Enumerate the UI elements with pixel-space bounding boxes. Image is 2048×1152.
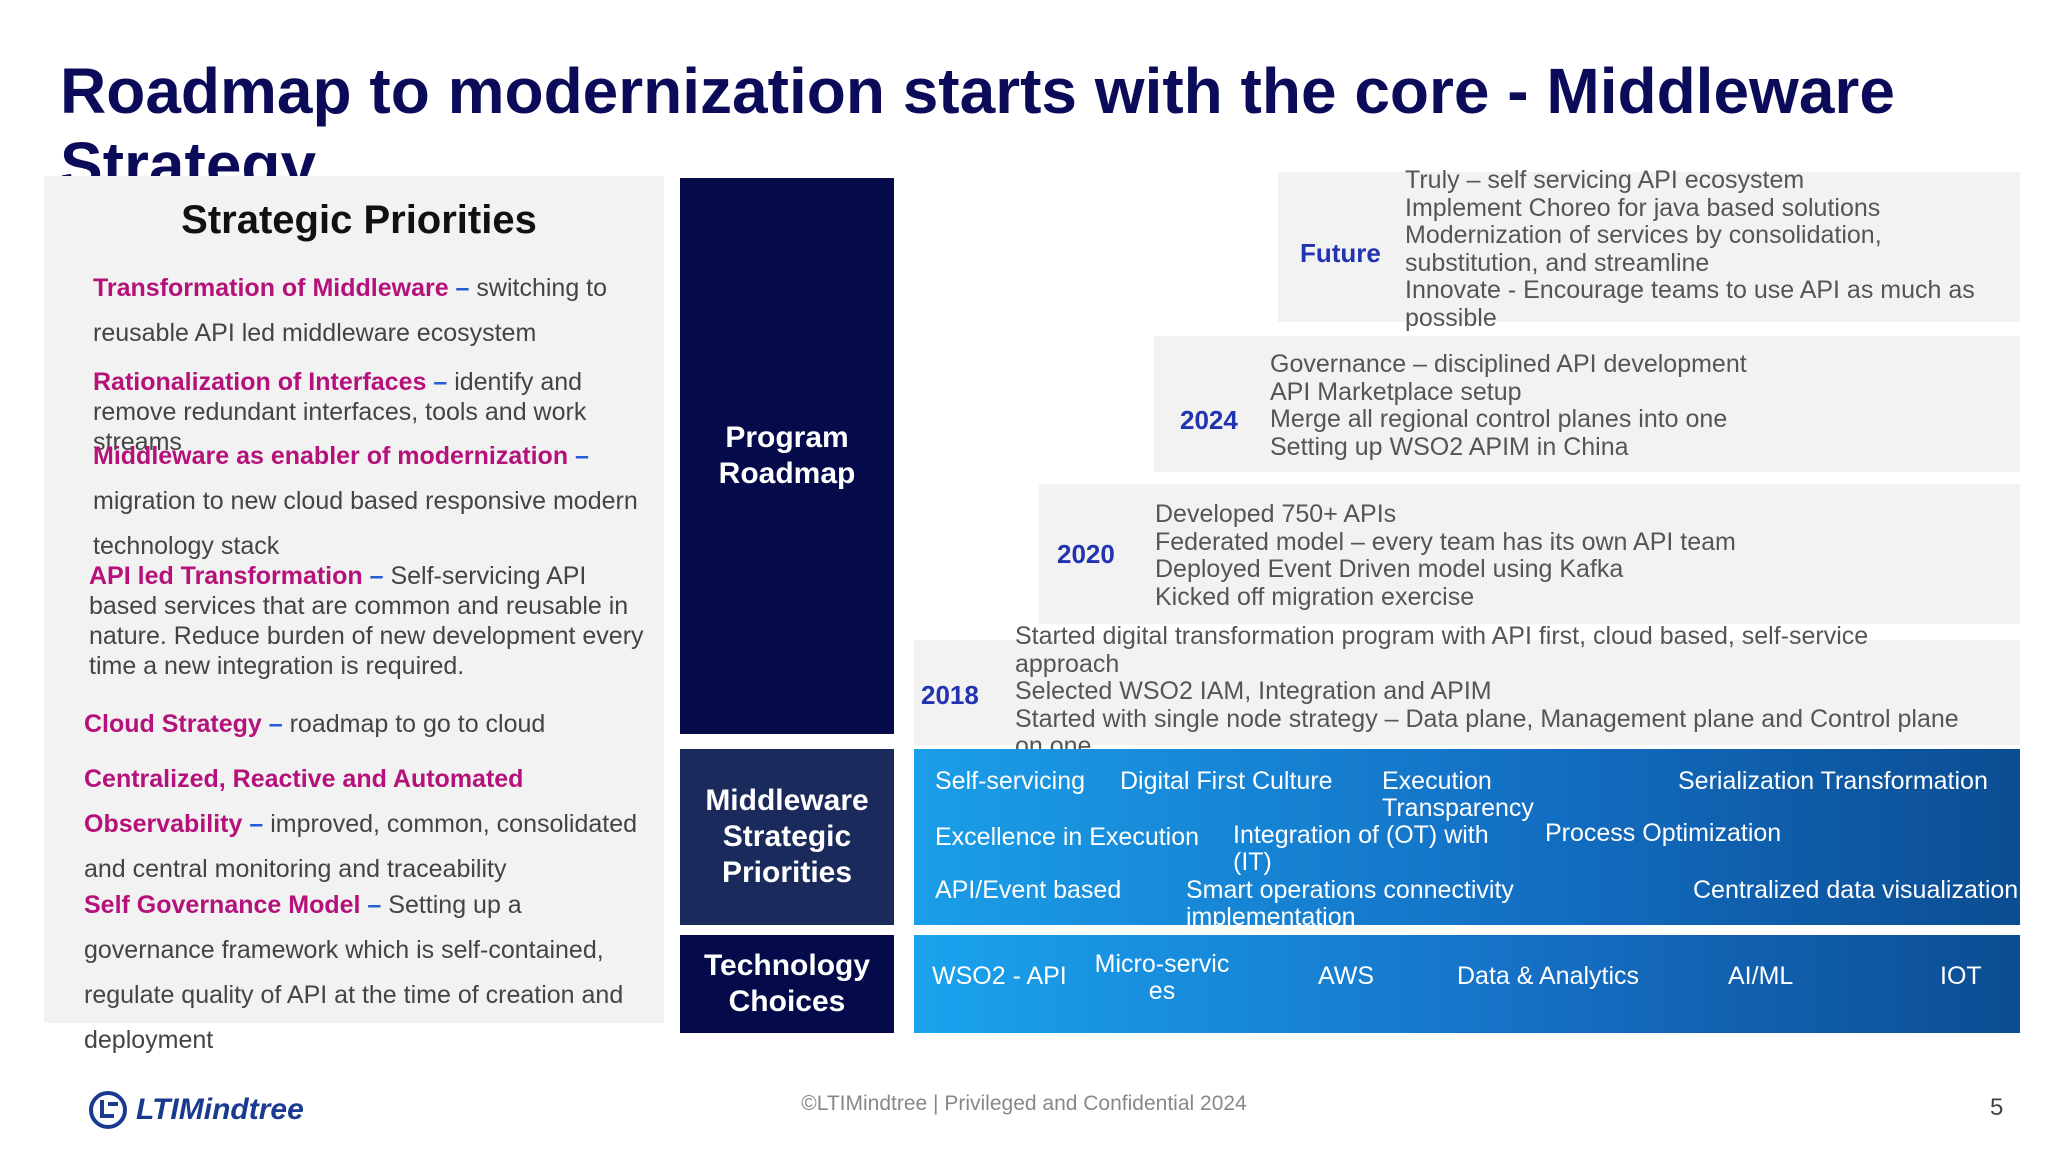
strategic-priorities-panel — [44, 176, 664, 1023]
priority-cloud: Cloud Strategy – roadmap to go to cloud — [84, 710, 546, 738]
technology-item: IOT — [1940, 962, 1982, 990]
page-number: 5 — [1990, 1094, 2004, 1121]
strategic-priorities-heading: Strategic Priorities — [181, 198, 537, 242]
priority-item: Excellence in Execution — [935, 823, 1200, 851]
priority-item: Smart operations connectivity implementa… — [1186, 877, 1514, 925]
priority-title: Self Governance Model — [84, 891, 361, 919]
technology-item: WSO2 - API — [932, 962, 1067, 990]
priority-title: Transformation of Middleware — [93, 274, 449, 302]
priority-title: API led Transformation — [89, 562, 363, 590]
priority-item: Digital First Culture — [1120, 767, 1333, 795]
priority-description: improved, common, consolidated and centr… — [84, 810, 638, 883]
roadmap-step-2024 — [1154, 336, 2020, 472]
ltimindtree-logo: LTIMindtree — [88, 1088, 304, 1132]
priority-description: identify and remove redundant interfaces… — [93, 368, 587, 456]
technology-item: AWS — [1318, 962, 1375, 990]
priority-title: Rationalization of Interfaces — [93, 368, 427, 396]
roadmap-milestones: Started digital transformation program w… — [1015, 622, 1959, 760]
technology-choices-label: Technology Choices — [680, 935, 894, 1033]
roadmap-milestones: Truly – self servicing API ecosystem Imp… — [1405, 166, 1975, 332]
technology-choices-band — [914, 935, 2020, 1033]
priority-middleware-enabler: Middleware as enabler of modernization –… — [93, 442, 638, 560]
confidential-footer: ©LTIMindtree | Privileged and Confidenti… — [801, 1092, 1247, 1115]
priority-item: Integration of (OT) with (IT) — [1233, 821, 1489, 876]
program-roadmap-label: Program Roadmap — [680, 178, 894, 734]
priority-item: Self-servicing — [935, 767, 1086, 795]
roadmap-step-2018 — [914, 640, 2020, 745]
roadmap-year: 2024 — [1180, 405, 1238, 435]
slide-title: Roadmap to modernization starts with the… — [60, 55, 1895, 201]
priority-item: Process Optimization — [1545, 819, 1782, 847]
priority-governance: Self Governance Model – Setting up a gov… — [84, 891, 624, 1054]
roadmap-milestones: Governance – disciplined API development… — [1270, 350, 1747, 461]
technology-item: Micro-servic es — [1094, 950, 1230, 1005]
priority-observability: Centralized, Reactive and Automated Obse… — [84, 765, 638, 883]
priority-rationalization: Rationalization of Interfaces – identify… — [93, 368, 587, 456]
priority-item: API/Event based — [935, 876, 1122, 904]
priority-item: Centralized data visualization — [1693, 877, 2019, 904]
roadmap-milestones: Developed 750+ APIs Federated model – ev… — [1155, 500, 1736, 611]
technology-item: AI/ML — [1728, 962, 1794, 990]
priority-description: Setting up a governance framework which … — [84, 891, 624, 1054]
priority-item: Serialization Transformation — [1678, 767, 1988, 795]
priority-transformation: Transformation of Middleware – switching… — [93, 274, 608, 347]
roadmap-step-future — [1278, 172, 2020, 322]
priority-description: migration to new cloud based responsive … — [93, 487, 638, 560]
ltimindtree-logo-icon — [89, 1091, 127, 1129]
roadmap-year: 2018 — [921, 680, 979, 710]
middleware-priorities-band — [914, 749, 2020, 925]
priority-title: Centralized, Reactive and Automated Obse… — [84, 765, 524, 838]
roadmap-year: 2020 — [1057, 539, 1115, 569]
roadmap-step-2020 — [1039, 484, 2020, 624]
technology-item: Data & Analytics — [1457, 962, 1640, 990]
priority-item: Execution Transparency — [1382, 767, 1534, 822]
middleware-priorities-label: Middleware Strategic Priorities — [680, 749, 894, 925]
priority-api-led: API led Transformation – Self-servicing … — [89, 562, 644, 680]
priority-title: Cloud Strategy — [84, 710, 262, 738]
roadmap-year: Future — [1300, 238, 1381, 268]
priority-title: Middleware as enabler of modernization — [93, 442, 569, 470]
priority-description: switching to reusable API led middleware… — [93, 274, 608, 347]
priority-description: roadmap to go to cloud — [289, 710, 546, 738]
priority-description: Self-servicing API based services that a… — [89, 562, 644, 680]
